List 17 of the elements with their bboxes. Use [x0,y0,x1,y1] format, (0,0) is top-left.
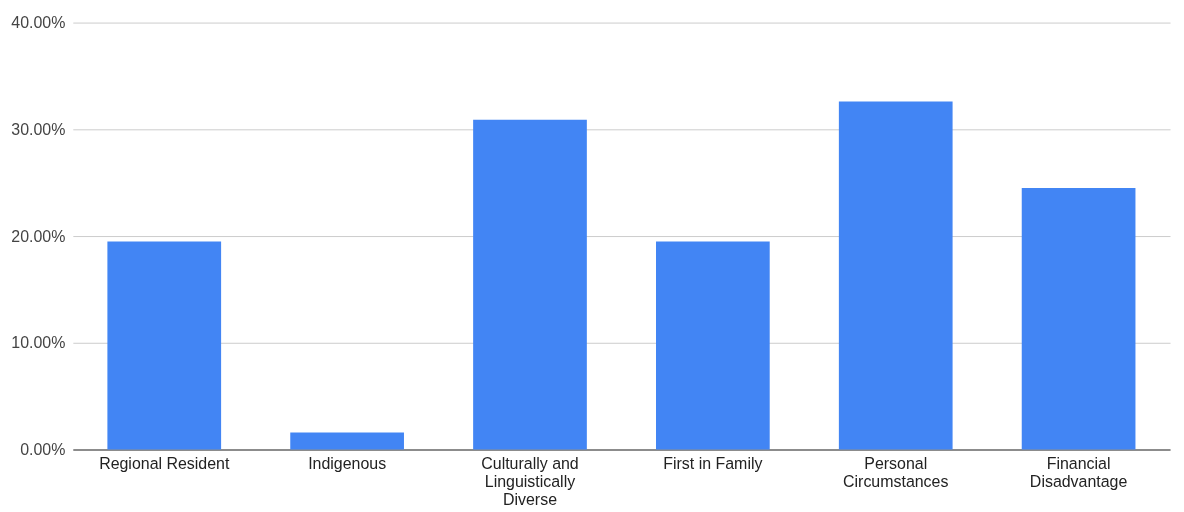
x-tick-label: Financial Disadvantage [1029,454,1128,490]
bar [838,101,953,450]
y-tick-label: 40.00% [11,14,66,32]
bar [107,241,222,450]
y-tick-label: 30.00% [11,120,66,138]
bar [290,432,404,450]
bar [1021,188,1136,450]
x-tick-label: Regional Resident [99,454,230,472]
x-tick-label: First in Family [663,454,763,472]
x-tick-label: Culturally and Linguistically Diverse [481,454,579,508]
bar [473,119,587,450]
y-tick-label: 10.00% [11,334,66,352]
x-tick-label: Indigenous [308,454,387,472]
y-tick-label: 0.00% [20,441,66,458]
bar [656,241,770,450]
y-tick-label: 20.00% [11,227,66,245]
x-tick-label: Personal Circumstances [843,454,949,490]
